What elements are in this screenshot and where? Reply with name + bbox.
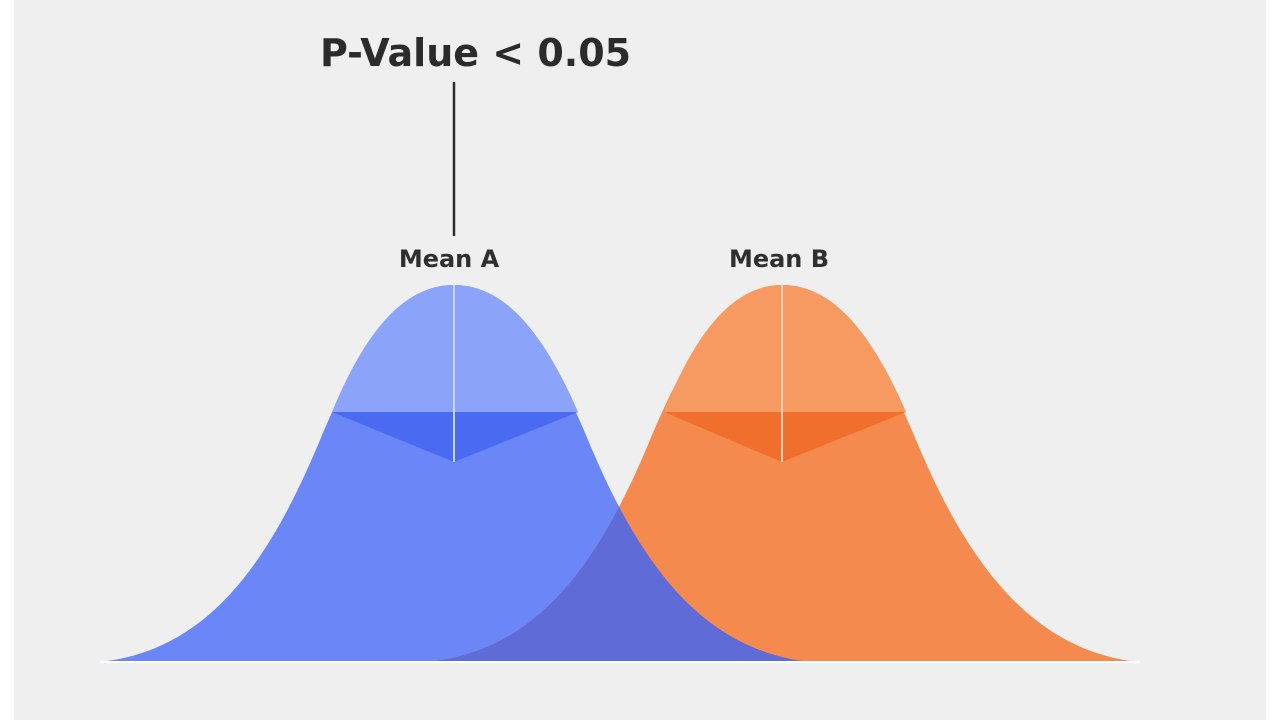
distribution-b-top-region — [664, 285, 906, 412]
mean-b-label: Mean B — [728, 245, 830, 273]
distribution-b-mean-marker — [664, 412, 906, 462]
pvalue-title: P-Value < 0.05 — [320, 31, 632, 75]
mean-a-label: Mean A — [398, 245, 500, 273]
